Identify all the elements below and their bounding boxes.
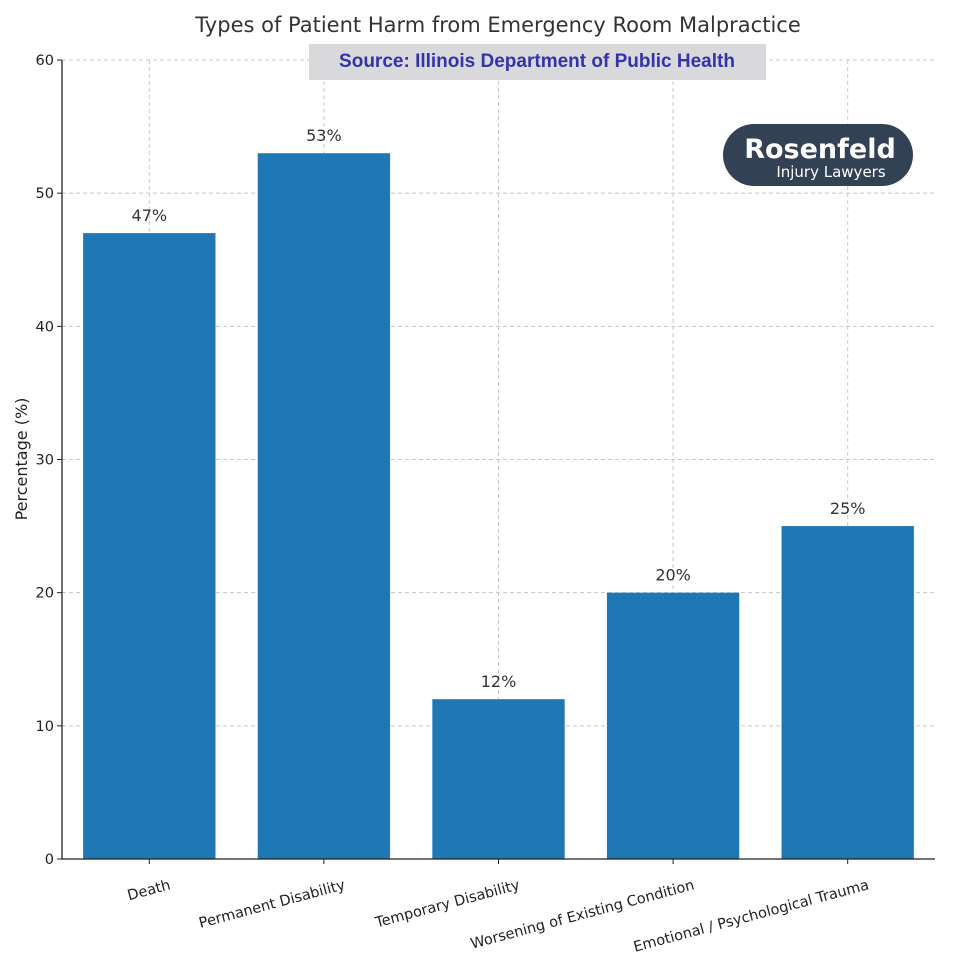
y-tick-label: 0 [45,852,54,868]
source-text: Source: Illinois Department of Public He… [339,51,735,72]
bar-value-labels: 47% 53% 12% 20% 25% [132,126,866,691]
logo-name: Rosenfeld [744,134,896,165]
y-tick-label: 10 [36,719,54,735]
chart-title: Types of Patient Harm from Emergency Roo… [194,13,801,37]
y-tick-label: 30 [36,453,54,469]
logo-background [723,124,913,186]
bar-value-label: 20% [655,566,691,585]
source-box: Source: Illinois Department of Public He… [309,44,766,80]
bar-value-label: 12% [481,672,517,691]
x-tick-label: Permanent Disability [197,877,347,932]
y-tick-label: 40 [36,319,54,335]
bar [432,699,565,859]
x-axis-ticks: Death Permanent Disability Temporary Disab… [126,859,871,956]
bar [606,592,740,859]
x-tick-label: Temporary Disability [373,877,522,931]
logo-tagline: Injury Lawyers [776,163,886,181]
bars [83,153,914,859]
logo: Rosenfeld Injury Lawyers [723,124,913,186]
x-tick-label: Death [126,877,173,904]
bar-value-label: 25% [830,499,866,518]
bar [83,233,216,859]
bar [781,526,914,859]
y-tick-label: 60 [36,53,54,69]
y-axis-ticks: 0 10 20 30 40 50 60 [36,53,62,868]
source-background [309,44,766,80]
y-tick-label: 50 [36,186,54,202]
y-tick-label: 20 [36,586,54,602]
bar [257,153,391,859]
bar-value-label: 47% [132,206,168,225]
y-axis-label: Percentage (%) [12,398,31,521]
bar-value-label: 53% [306,126,342,145]
